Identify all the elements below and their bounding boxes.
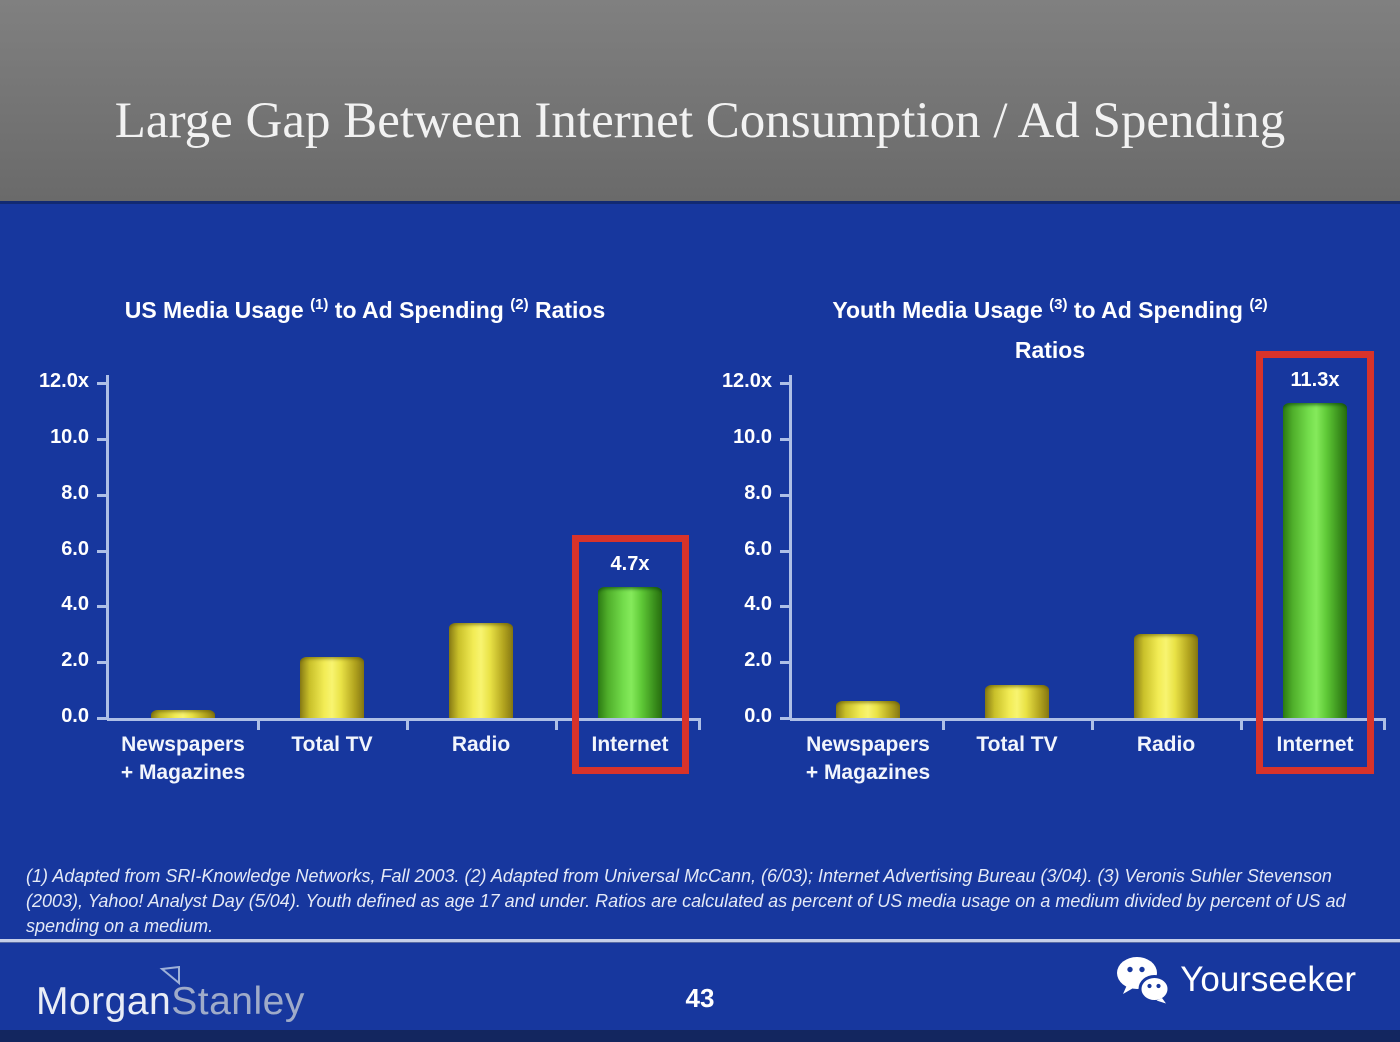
bar-total-tv (985, 684, 1049, 718)
y-tick-label: 10.0 (733, 425, 772, 448)
category-label: Total TV (976, 733, 1058, 756)
wechat-icon (1117, 957, 1171, 1004)
morgan-stanley-word1: Morgan (36, 980, 172, 1023)
x-tick (1239, 721, 1243, 730)
category-label: Internet (591, 733, 669, 756)
category-label: Newspapers (121, 733, 245, 756)
page-number: 43 (685, 983, 715, 1013)
pennant-icon (159, 966, 180, 986)
bar-newspapers (151, 709, 215, 718)
bottom-strip (0, 1030, 1400, 1042)
bar-radio (449, 623, 513, 718)
y-tick (97, 549, 107, 553)
x-tick (1383, 721, 1386, 730)
chart-title-text: Youth Media Usage (832, 297, 1050, 323)
y-tick-label: 6.0 (744, 537, 772, 560)
chart-title-text: to Ad Spending (1067, 297, 1250, 323)
x-tick (1090, 721, 1094, 730)
y-tick-label: 8.0 (744, 481, 772, 504)
superscript-note-ref: (2) (1249, 296, 1268, 313)
morgan-stanley-word2: Stanley (171, 980, 305, 1023)
bar-newspapers (836, 701, 900, 718)
bar-internet (1283, 402, 1347, 718)
bar-value-label: 11.3x (1290, 368, 1340, 391)
yourseeker-watermark: Yourseeker (1116, 956, 1356, 1004)
bar-value-label: 4.7x (610, 552, 650, 575)
chart-title-text: US Media Usage (124, 297, 311, 323)
bar-internet (598, 586, 662, 718)
y-tick (780, 437, 790, 441)
y-tick-label: 12.0x (38, 370, 89, 392)
y-tick-label: 0.0 (744, 705, 772, 727)
y-tick (780, 661, 790, 665)
y-tick-label: 4.0 (744, 593, 772, 616)
superscript-note-ref: (1) (310, 296, 329, 313)
x-tick (256, 721, 260, 730)
y-tick-label: 4.0 (61, 593, 89, 616)
highlight-rectangle (1256, 350, 1374, 774)
footnote: (1) Adapted from SRI-Knowledge Networks,… (26, 866, 1346, 936)
y-tick-label: 8.0 (61, 481, 89, 504)
y-tick (97, 661, 107, 665)
y-tick (97, 717, 107, 720)
y-tick (97, 382, 107, 385)
us-chart-title: US Media Usage (1) to Ad Spending (2) Ra… (40, 292, 690, 332)
category-label: + Magazines (120, 761, 246, 784)
x-tick (698, 721, 701, 730)
chart-title-text: Ratios (528, 297, 606, 323)
category-label: + Magazines (805, 761, 931, 784)
chart-title-line: US Media Usage (1) to Ad Spending (2) Ra… (40, 292, 690, 332)
y-tick-label: 12.0x (721, 370, 772, 392)
x-axis (790, 718, 1386, 721)
youth-chart-title: Youth Media Usage (3) to Ad Spending (2)… (757, 292, 1343, 368)
y-tick (97, 437, 107, 441)
y-tick (780, 717, 790, 720)
chart-title-text: to Ad Spending (328, 297, 511, 323)
y-tick (780, 549, 790, 553)
category-label: Internet (1276, 733, 1354, 756)
y-tick-label: 10.0 (50, 425, 89, 448)
slide-header: Large Gap Between Internet Consumption /… (0, 0, 1400, 204)
y-tick-label: 2.0 (61, 649, 89, 672)
y-tick (97, 493, 107, 497)
slide-footer: MorganStanley 43 Yourseeker (0, 943, 1400, 1030)
x-tick (554, 721, 558, 730)
x-tick (405, 721, 409, 730)
watermark-label: Yourseeker (1180, 960, 1356, 999)
chart-title-line2: Ratios (1014, 337, 1086, 363)
y-axis (789, 375, 792, 718)
y-tick (780, 382, 790, 385)
superscript-note-ref: (3) (1049, 296, 1068, 313)
bar-total-tv (300, 656, 364, 718)
morgan-stanley-logo: MorganStanley (36, 966, 376, 1028)
y-tick-label: 6.0 (61, 537, 89, 560)
y-tick (780, 605, 790, 609)
highlight-rectangle (571, 534, 689, 774)
chart-title-line: Youth Media Usage (3) to Ad Spending (2) (757, 292, 1343, 332)
category-label: Radio (451, 733, 511, 756)
slide-title: Large Gap Between Internet Consumption /… (114, 92, 1286, 149)
y-tick-label: 0.0 (61, 705, 89, 727)
category-label: Total TV (291, 733, 373, 756)
superscript-note-ref: (2) (510, 296, 529, 313)
category-label: Newspapers (806, 733, 930, 756)
y-tick (780, 493, 790, 497)
morgan-stanley-wordmark: MorganStanley (36, 980, 305, 1024)
x-tick (941, 721, 945, 730)
y-tick-label: 2.0 (744, 649, 772, 672)
y-axis (106, 375, 109, 718)
y-tick (97, 605, 107, 609)
category-label: Radio (1136, 733, 1196, 756)
footer-divider (0, 939, 1400, 943)
bar-radio (1134, 634, 1198, 718)
x-axis (107, 718, 701, 721)
